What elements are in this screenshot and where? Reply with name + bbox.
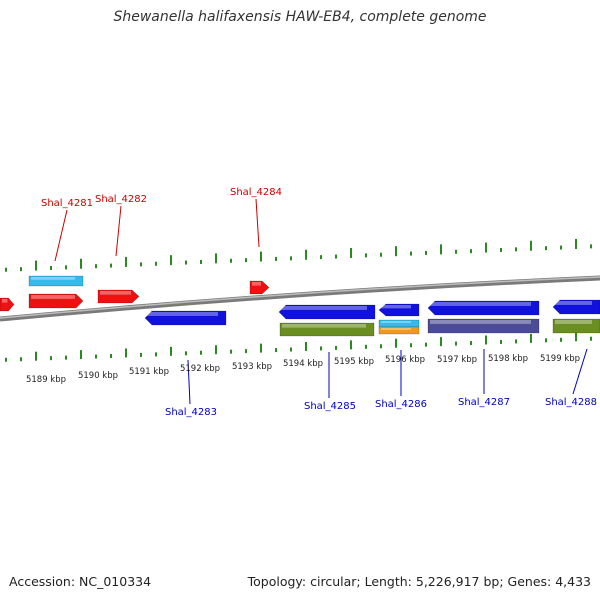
- scale-label: 5193 kbp: [232, 362, 272, 372]
- gene-shal-4285-label[interactable]: Shal_4285: [304, 401, 356, 412]
- gene-shal-4286[interactable]: [378, 303, 420, 317]
- scale-label: 5195 kbp: [334, 357, 374, 367]
- gene-shal-4286-cds-highlight: [381, 321, 411, 323]
- gene-shal-4286-label[interactable]: Shal_4286: [375, 399, 427, 410]
- gene-shal-4285-cds-highlight: [282, 324, 366, 328]
- genome-summary: Topology: circular; Length: 5,226,917 bp…: [247, 574, 591, 589]
- gene-shal-4284-highlight: [252, 282, 261, 286]
- gene-shal-4282-label[interactable]: Shal_4282: [95, 194, 147, 205]
- upper-tick-track: [5, 238, 592, 272]
- gene-shal-4284-leader: [255, 198, 260, 248]
- gene-shal-4281-cds[interactable]: [28, 275, 84, 287]
- gene-forward-partial-highlight: [2, 299, 8, 303]
- gene-shal-4287-label[interactable]: Shal_4287: [458, 397, 510, 408]
- gene-shal-4282[interactable]: [97, 289, 140, 304]
- gene-shal-4284[interactable]: [249, 280, 270, 295]
- scale-label: 5189 kbp: [26, 375, 66, 385]
- gene-shal-4284-label[interactable]: Shal_4284: [230, 187, 282, 198]
- gene-shal-4288-highlight: [555, 301, 592, 305]
- gene-shal-4288-cds[interactable]: [552, 318, 600, 334]
- lower-tick-track: [5, 332, 592, 362]
- scale-label: 5199 kbp: [540, 354, 580, 364]
- scale-label: 5194 kbp: [283, 359, 323, 369]
- gene-shal-4286-utr-highlight: [381, 328, 411, 330]
- gene-shal-4286-utr[interactable]: [378, 326, 420, 335]
- map-title: Shewanella halifaxensis HAW-EB4, complet…: [113, 9, 487, 25]
- gene-shal-4282-leader: [115, 205, 122, 257]
- gene-shal-4287[interactable]: [427, 300, 540, 316]
- genome-backbone: [0, 275, 600, 322]
- gene-shal-4282-highlight: [100, 291, 131, 295]
- genome-backbone-highlight: [0, 276, 600, 319]
- gene-shal-4288[interactable]: [552, 299, 600, 315]
- gene-shal-4288-cds-highlight: [555, 320, 592, 324]
- gene-shal-4287-highlight: [430, 302, 531, 306]
- gene-shal-4283[interactable]: [144, 310, 227, 326]
- gene-shal-4281-label[interactable]: Shal_4281: [41, 198, 93, 209]
- gene-shal-4283-leader: [187, 359, 191, 405]
- scale-label: 5192 kbp: [180, 364, 220, 374]
- gene-shal-4285-cds[interactable]: [279, 322, 375, 337]
- gene-shal-4285-highlight: [281, 306, 367, 310]
- gene-shal-4281-cds-highlight: [31, 277, 75, 280]
- scale-label: 5197 kbp: [437, 355, 477, 365]
- scale-label: 5198 kbp: [488, 354, 528, 364]
- gene-shal-4281-leader: [54, 209, 68, 262]
- gene-shal-4286-highlight: [381, 305, 411, 309]
- gene-shal-4283-label[interactable]: Shal_4283: [165, 407, 217, 418]
- gene-shal-4288-label[interactable]: Shal_4288: [545, 397, 597, 408]
- gene-forward-partial[interactable]: [0, 297, 15, 312]
- scale-label: 5196 kbp: [385, 355, 425, 365]
- scale-label: 5190 kbp: [78, 371, 118, 381]
- gene-shal-4287-cds-highlight: [430, 320, 531, 324]
- gene-shal-4281[interactable]: [28, 293, 84, 309]
- accession-text: Accession: NC_010334: [9, 574, 152, 589]
- gene-shal-4281-highlight: [31, 295, 75, 299]
- gene-shal-4283-highlight: [147, 312, 218, 316]
- gene-shal-4287-cds[interactable]: [427, 318, 540, 334]
- gene-shal-4288-leader: [572, 348, 588, 395]
- gene-shal-4285[interactable]: [278, 304, 376, 320]
- scale-label: 5191 kbp: [129, 367, 169, 377]
